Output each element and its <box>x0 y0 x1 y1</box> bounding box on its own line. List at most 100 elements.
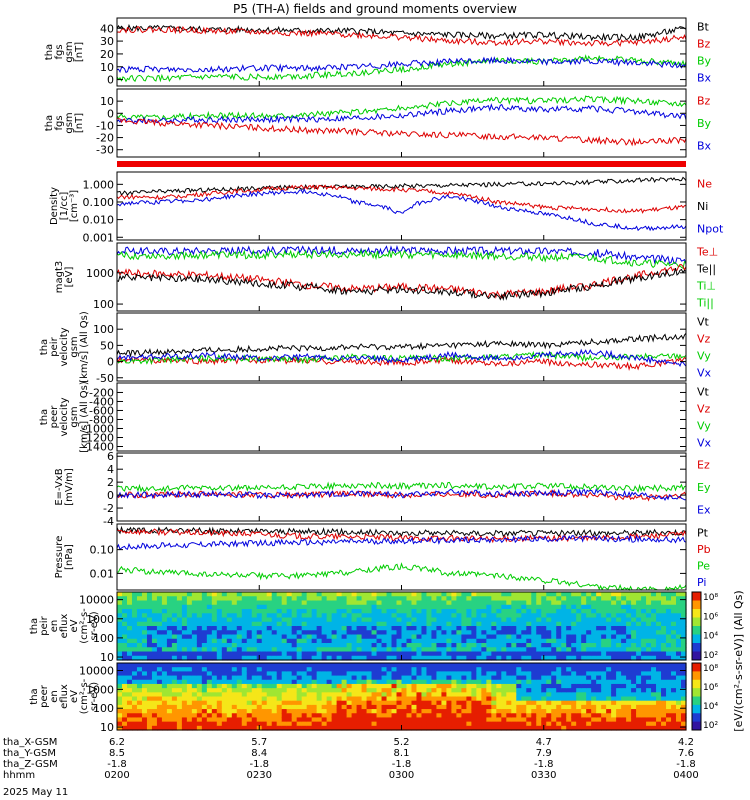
spectrogram-cell <box>117 671 123 677</box>
spectrogram-cell <box>151 643 158 648</box>
spectrogram-cell <box>251 704 258 710</box>
spectrogram-cell <box>441 621 448 627</box>
spectrogram-cell <box>266 688 273 693</box>
spectrogram-cell <box>191 667 198 672</box>
spectrogram-cell <box>576 626 582 631</box>
spectrogram-cell <box>341 696 348 702</box>
spectrogram-cell <box>646 725 652 731</box>
spectrogram-cell <box>166 704 173 710</box>
spectrogram-cell <box>151 704 158 710</box>
spectrogram-cell <box>501 671 507 677</box>
spectrogram-cell <box>541 717 547 723</box>
spectrogram-cell <box>461 643 467 648</box>
spectrogram-cell <box>126 592 133 597</box>
spectrogram-cell <box>121 667 128 672</box>
spectrogram-cell <box>201 696 208 702</box>
spectrogram-cell <box>526 647 532 653</box>
spectrogram-cell <box>616 592 622 597</box>
spectrogram-cell <box>181 663 188 668</box>
spectrogram-cell <box>146 688 153 693</box>
spectrogram-cell <box>221 713 228 719</box>
spectrogram-cell <box>406 626 413 631</box>
spectrogram-cell <box>331 651 338 657</box>
y-axis-label: tha <box>29 688 40 704</box>
spectrogram-cell <box>326 671 333 677</box>
spectrogram-cell <box>416 621 423 627</box>
spectrogram-cell <box>516 713 522 719</box>
spectrogram-cell <box>301 692 308 698</box>
spectrogram-cell <box>681 609 687 614</box>
spectrogram-cell <box>671 592 677 597</box>
spectrogram-cell <box>486 630 492 636</box>
spectrogram-cell <box>296 655 303 661</box>
spectrogram-cell <box>486 721 492 727</box>
spectrogram-cell <box>117 663 123 668</box>
spectrogram-cell <box>301 651 308 657</box>
spectrogram-cell <box>261 626 268 631</box>
spectrogram-cell <box>151 634 158 640</box>
spectrogram-cell <box>636 626 642 631</box>
spectrogram-cell <box>616 704 622 710</box>
spectrogram-cell <box>146 655 153 661</box>
spectrogram-cell <box>481 647 487 653</box>
spectrogram-cell <box>456 634 462 640</box>
spectrogram-cell <box>466 655 472 661</box>
spectrogram-cell <box>311 643 318 648</box>
spectrogram-cell <box>611 679 617 685</box>
spectrogram-cell <box>226 626 233 631</box>
spectrogram-cell <box>536 713 542 719</box>
spectrogram-cell <box>196 721 203 727</box>
spectrogram-cell <box>571 651 577 657</box>
spectrogram-cell <box>626 655 632 661</box>
spectrogram-cell <box>426 600 433 606</box>
spectrogram-cell <box>191 609 198 614</box>
spectrogram-cell <box>241 704 248 710</box>
spectrogram-cell <box>146 604 153 610</box>
spectrogram-cell <box>571 725 577 731</box>
spectrogram-cell <box>551 613 557 619</box>
spectrogram-cell <box>471 709 477 714</box>
y-axis-label: E=-VxB <box>54 468 65 505</box>
spectrogram-cell <box>311 604 318 610</box>
spectrogram-cell <box>331 655 338 661</box>
spectrogram-cell <box>186 663 193 668</box>
spectrogram-cell <box>611 600 617 606</box>
spectrogram-cell <box>117 655 123 661</box>
spectrogram-cell <box>251 671 258 677</box>
spectrogram-cell <box>541 634 547 640</box>
spectrogram-cell <box>196 647 203 653</box>
spectrogram-cell <box>656 634 662 640</box>
spectrogram-cell <box>171 592 178 597</box>
spectrogram-cell <box>426 725 433 731</box>
spectrogram-cell <box>561 696 567 702</box>
spectrogram-cell <box>281 713 288 719</box>
spectrogram-cell <box>431 613 438 619</box>
spectrogram-cell <box>226 643 233 648</box>
spectrogram-cell <box>536 592 542 597</box>
spectrogram-cell <box>606 704 612 710</box>
spectrogram-cell <box>556 671 562 677</box>
spectrogram-cell <box>396 725 403 731</box>
spectrogram-cell <box>381 638 388 644</box>
spectrogram-cell <box>206 630 213 636</box>
spectrogram-cell <box>616 621 622 627</box>
spectrogram-cell <box>516 617 522 623</box>
spectrogram-cell <box>431 643 438 648</box>
spectrogram-cell <box>566 596 572 602</box>
spectrogram-cell <box>256 713 263 719</box>
spectrogram-cell <box>411 638 418 644</box>
spectrogram-cell <box>666 671 672 677</box>
spectrogram-cell <box>371 617 378 623</box>
spectrogram-cell <box>376 643 383 648</box>
spectrogram-cell <box>621 643 627 648</box>
spectrogram-cell <box>461 651 467 657</box>
spectrogram-cell <box>506 617 512 623</box>
spectrogram-cell <box>136 596 143 602</box>
spectrogram-cell <box>366 643 373 648</box>
spectrogram-cell <box>206 671 213 677</box>
spectrogram-cell <box>466 721 472 727</box>
spectrogram-cell <box>346 596 353 602</box>
spectrogram-cell <box>621 604 627 610</box>
spectrogram-cell <box>426 713 433 719</box>
spectrogram-cell <box>191 630 198 636</box>
